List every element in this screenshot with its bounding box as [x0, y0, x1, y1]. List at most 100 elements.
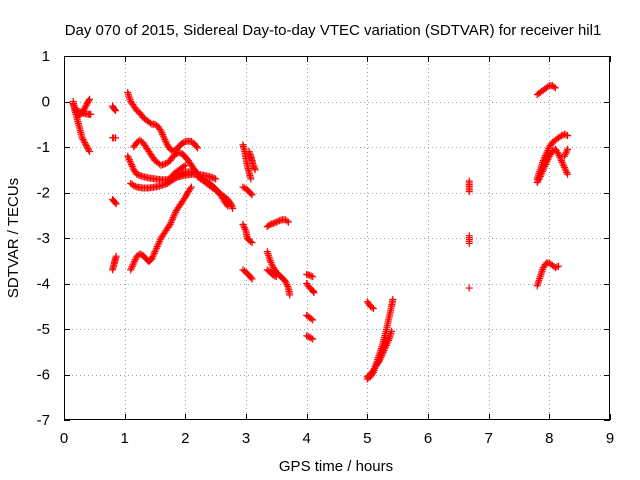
- data-point: [126, 157, 134, 165]
- data-point: [227, 201, 235, 209]
- data-point: [537, 171, 545, 179]
- data-point: [152, 246, 160, 254]
- data-point: [158, 129, 166, 137]
- chart-title: Day 070 of 2015, Sidereal Day-to-day VTE…: [65, 22, 602, 39]
- data-point: [307, 334, 315, 342]
- data-point: [561, 152, 568, 160]
- data-point: [128, 262, 136, 270]
- x-axis-label: GPS time / hours: [279, 458, 393, 475]
- data-point: [87, 110, 95, 118]
- data-point: [159, 130, 167, 138]
- data-point: [381, 345, 389, 353]
- data-point: [379, 348, 387, 356]
- data-point: [267, 258, 275, 266]
- data-point: [379, 350, 386, 358]
- data-point: [558, 158, 566, 166]
- data-point: [146, 119, 154, 127]
- x-tick-label: 4: [302, 430, 310, 447]
- data-point: [212, 175, 220, 183]
- data-point: [85, 97, 93, 105]
- data-point: [193, 144, 201, 152]
- data-point: [112, 134, 120, 142]
- data-point: [246, 149, 254, 157]
- data-point: [544, 83, 552, 91]
- data-point: [284, 282, 292, 290]
- data-point: [557, 155, 565, 163]
- data-point: [148, 254, 156, 262]
- data-point: [161, 136, 169, 144]
- data-point: [85, 146, 93, 154]
- data-point: [130, 182, 138, 190]
- data-point: [309, 287, 317, 295]
- data-point: [542, 159, 550, 167]
- data-point: [246, 151, 254, 159]
- data-point: [309, 273, 317, 281]
- data-point: [180, 169, 188, 177]
- data-point: [154, 241, 162, 249]
- data-point: [136, 250, 144, 258]
- data-point: [554, 262, 562, 270]
- data-point: [247, 175, 255, 183]
- data-point: [309, 316, 317, 324]
- data-point: [369, 305, 377, 313]
- data-point: [75, 108, 83, 116]
- data-point: [562, 167, 570, 175]
- data-point: [240, 222, 248, 230]
- y-tick-label: -5: [37, 321, 50, 338]
- data-point: [383, 340, 391, 348]
- y-tick-label: -3: [37, 230, 50, 247]
- data-point: [541, 162, 549, 170]
- x-tick-label: 8: [545, 430, 553, 447]
- data-point: [557, 157, 565, 165]
- data-point: [180, 162, 188, 170]
- data-point: [560, 162, 568, 170]
- data-point: [81, 104, 89, 112]
- data-point: [81, 138, 89, 146]
- data-point: [377, 353, 385, 361]
- data-point: [564, 170, 572, 178]
- data-point: [180, 138, 188, 146]
- data-point: [307, 272, 315, 280]
- data-point: [127, 266, 135, 274]
- data-point: [281, 277, 289, 285]
- data-point: [382, 343, 390, 351]
- data-point: [310, 289, 318, 297]
- y-tick-label: -7: [37, 412, 50, 429]
- y-tick-label: -1: [37, 139, 50, 156]
- data-point: [272, 218, 280, 226]
- data-point: [153, 244, 161, 252]
- data-point: [149, 253, 157, 261]
- data-point: [274, 217, 282, 225]
- y-tick-label: -4: [37, 276, 50, 293]
- data-point: [159, 132, 167, 140]
- data-point: [112, 200, 120, 208]
- data-point: [162, 137, 170, 145]
- grid: [64, 56, 610, 420]
- data-point: [551, 84, 559, 92]
- data-point: [384, 338, 392, 346]
- data-point: [282, 279, 290, 287]
- data-point: [153, 243, 161, 251]
- data-point: [167, 219, 175, 227]
- data-point: [131, 182, 139, 190]
- data-point: [80, 137, 88, 145]
- data-point: [250, 163, 258, 171]
- data-point: [375, 357, 383, 365]
- data-point: [245, 148, 253, 156]
- data-point: [249, 161, 257, 169]
- data-point: [187, 183, 195, 191]
- data-point: [156, 237, 164, 245]
- data-point: [269, 271, 277, 279]
- data-point: [192, 143, 200, 151]
- data-point: [534, 177, 542, 185]
- data-point: [227, 200, 235, 208]
- data-point: [124, 154, 132, 162]
- data-point: [564, 145, 572, 153]
- data-point: [539, 167, 547, 175]
- y-tick-label: 0: [42, 94, 50, 111]
- data-point: [544, 146, 552, 154]
- data-point: [170, 212, 178, 220]
- y-axis-label: SDTVAR / TECUs: [5, 178, 22, 298]
